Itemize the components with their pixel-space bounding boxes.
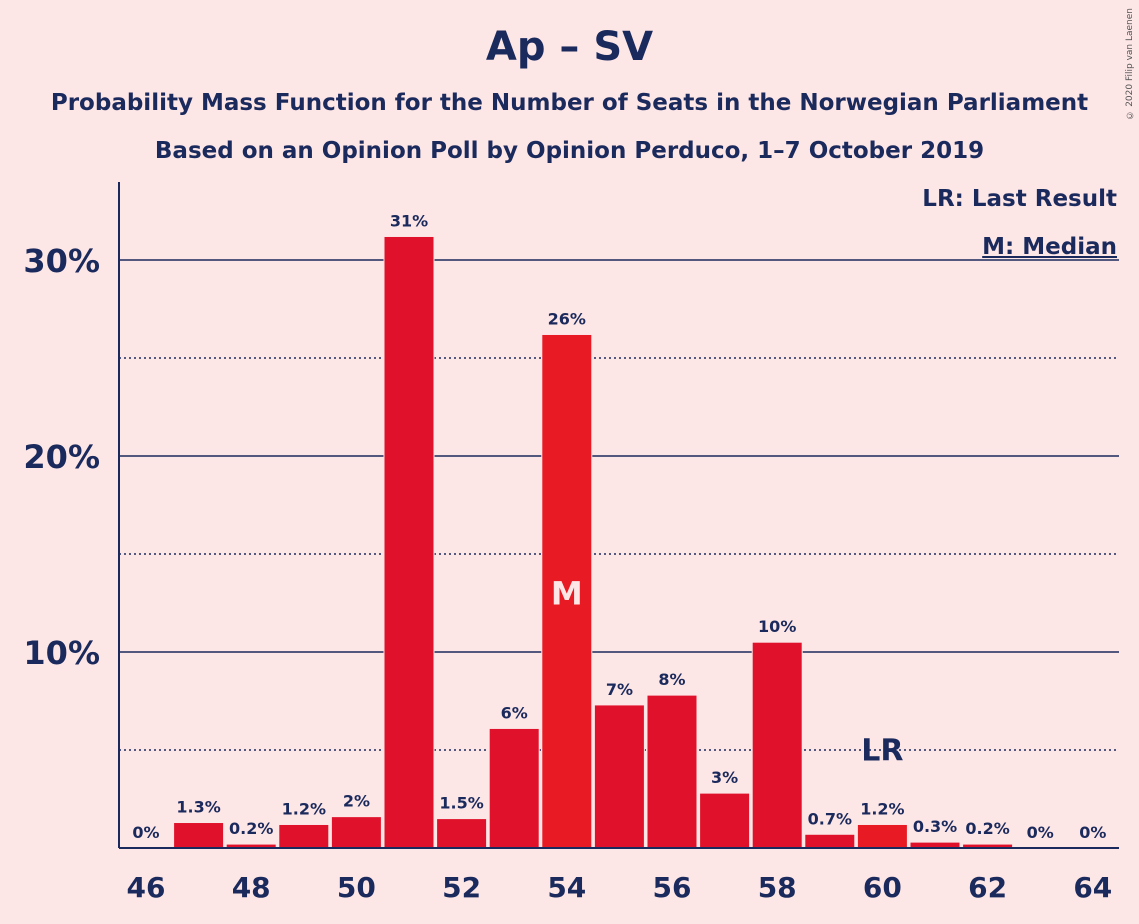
data-label-seat-61: 0.3% xyxy=(913,817,957,836)
data-label-seat-62: 0.2% xyxy=(965,819,1009,838)
legend-median: M: Median xyxy=(982,234,1117,260)
x-tick-label-58: 58 xyxy=(758,871,797,904)
median-marker: M xyxy=(551,574,583,612)
legend-last-result: LR: Last Result xyxy=(922,186,1117,212)
data-label-seat-53: 6% xyxy=(501,703,528,722)
bars xyxy=(173,235,1014,849)
gridlines xyxy=(119,259,1119,751)
data-label-seat-52: 1.5% xyxy=(439,794,483,813)
x-tick-label-48: 48 xyxy=(232,871,271,904)
bar-seat-57 xyxy=(699,792,751,849)
x-tick-label-50: 50 xyxy=(337,871,376,904)
axes: 10% 20% 30% 46 48 50 52 54 56 58 60 62 64 xyxy=(23,182,1119,904)
data-label-seat-64: 0% xyxy=(1079,823,1106,842)
bar-seat-60 xyxy=(856,823,908,849)
bar-seat-59 xyxy=(804,833,856,849)
bar-seat-53 xyxy=(488,727,540,849)
bar-seat-47 xyxy=(173,822,225,849)
data-label-seat-58: 10% xyxy=(758,617,796,636)
data-label-seat-48: 0.2% xyxy=(229,819,273,838)
data-label-seat-47: 1.3% xyxy=(176,798,220,817)
x-tick-label-52: 52 xyxy=(442,871,481,904)
x-tick-label-56: 56 xyxy=(653,871,692,904)
data-label-seat-46: 0% xyxy=(132,823,159,842)
y-tick-label-30: 30% xyxy=(23,242,100,280)
bar-seat-49 xyxy=(278,823,330,849)
x-tick-label-62: 62 xyxy=(968,871,1007,904)
chart-subtitle-source: Based on an Opinion Poll by Opinion Perd… xyxy=(154,138,985,164)
x-tick-label-46: 46 xyxy=(127,871,166,904)
bar-seat-50 xyxy=(330,816,382,849)
data-label-seat-49: 1.2% xyxy=(282,799,326,818)
data-label-seat-50: 2% xyxy=(343,792,370,811)
bar-seat-55 xyxy=(593,704,645,849)
data-label-seat-59: 0.7% xyxy=(808,809,852,828)
y-tick-label-20: 20% xyxy=(23,438,100,476)
data-label-seat-63: 0% xyxy=(1027,823,1054,842)
x-tick-label-64: 64 xyxy=(1073,871,1112,904)
chart-title: Ap – SV xyxy=(485,24,654,70)
bar-seat-56 xyxy=(646,694,698,849)
x-tick-label-60: 60 xyxy=(863,871,902,904)
bar-seat-51 xyxy=(383,235,435,849)
bar-seat-54 xyxy=(541,333,593,849)
y-tick-label-10: 10% xyxy=(23,634,100,672)
last-result-marker: LR xyxy=(861,733,903,768)
chart-subtitle: Probability Mass Function for the Number… xyxy=(50,90,1089,116)
data-labels: 0% 1.3% 0.2% 1.2% 2% 31% 1.5% 6% 26% 7% 8% 3% 10% 0.7… xyxy=(132,211,1106,842)
bar-seat-52 xyxy=(436,818,488,849)
data-label-seat-56: 8% xyxy=(658,670,685,689)
x-tick-label-54: 54 xyxy=(547,871,586,904)
data-label-seat-55: 7% xyxy=(606,680,633,699)
data-label-seat-54: 26% xyxy=(548,309,586,328)
data-label-seat-57: 3% xyxy=(711,768,738,787)
data-label-seat-51: 31% xyxy=(390,211,428,230)
bar-seat-58 xyxy=(751,641,803,849)
data-label-seat-60: 1.2% xyxy=(860,799,904,818)
